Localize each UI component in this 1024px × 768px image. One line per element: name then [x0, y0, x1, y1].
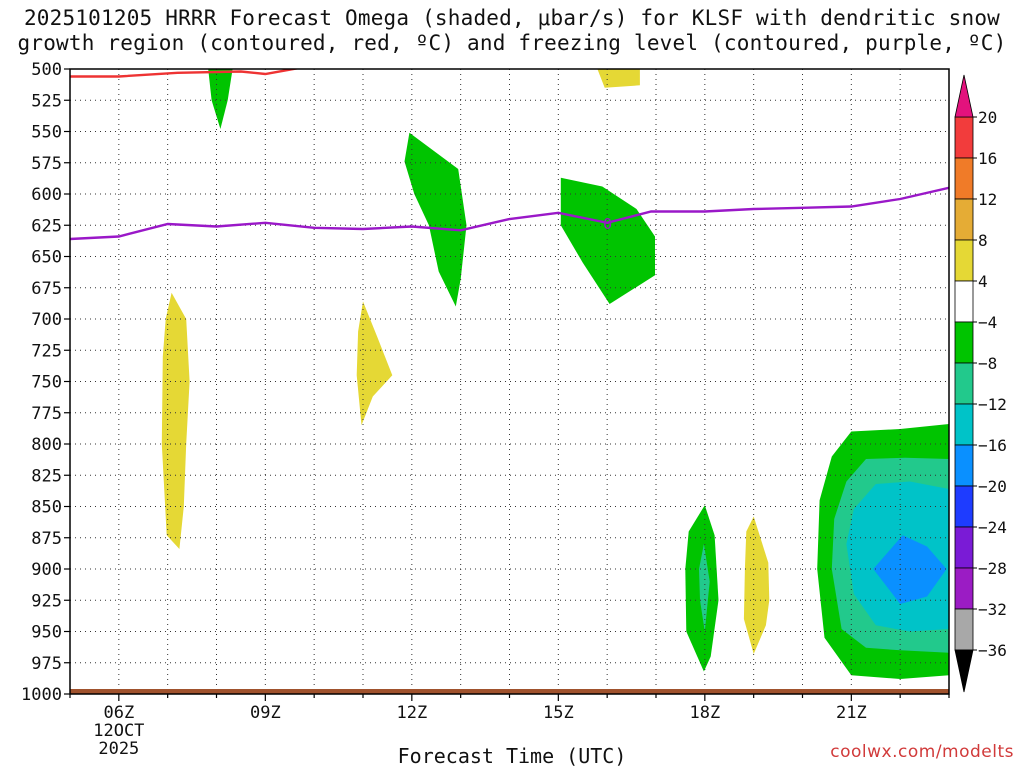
x-date-label-0: 12OCT — [93, 721, 144, 741]
colorbar-label-12: −32 — [978, 600, 1007, 619]
y-tick-label-875: 875 — [31, 529, 62, 549]
y-tick-label-825: 825 — [31, 466, 62, 486]
omega-region-ascent-07z — [161, 292, 190, 549]
colorbar-swatch-12 — [954, 608, 974, 651]
omega-region-descent-15z-17z — [560, 177, 655, 304]
y-tick-label-750: 750 — [31, 373, 62, 393]
x-tick-label-15Z: 15Z — [543, 703, 574, 723]
colorbar-extend-bottom — [954, 649, 974, 693]
y-tick-label-850: 850 — [31, 498, 62, 518]
series-surface-terrain — [70, 689, 949, 694]
colorbar-label-7: −12 — [978, 395, 1007, 414]
omega-region-descent-12z-13z — [404, 132, 467, 307]
colorbar-swatch-7 — [954, 403, 974, 446]
omega-region-descent-500-08z — [208, 69, 233, 129]
y-tick-label-925: 925 — [31, 591, 62, 611]
colorbar-swatch-0 — [954, 116, 974, 159]
colorbar-label-1: 16 — [978, 149, 997, 168]
x-axis-label: Forecast Time (UTC) — [397, 744, 627, 768]
colorbar-swatch-6 — [954, 362, 974, 405]
colorbar-label-4: 4 — [978, 272, 988, 291]
y-tick-label-950: 950 — [31, 623, 62, 643]
chart-title-line1: 2025101205 HRRR Forecast Omega (shaded, … — [23, 6, 1001, 30]
colorbar-swatch-5 — [954, 321, 974, 364]
credit-link[interactable]: coolwx.com/modelts — [830, 742, 1014, 762]
colorbar-label-5: −4 — [978, 313, 997, 332]
y-tick-label-975: 975 — [31, 654, 62, 674]
colorbar-swatch-9 — [954, 485, 974, 528]
y-tick-label-775: 775 — [31, 404, 62, 424]
omega-region-ascent-top-16z — [597, 69, 640, 88]
series-dendritic-snow-growth-boundary — [70, 69, 301, 78]
x-tick-label-12Z: 12Z — [396, 703, 427, 723]
colorbar-label-0: 20 — [978, 108, 997, 127]
x-date-label-1: 2025 — [98, 739, 139, 759]
series-freezing-level — [70, 186, 949, 241]
x-tick-label-18Z: 18Z — [689, 703, 720, 723]
x-tick-label-21Z: 21Z — [836, 703, 867, 723]
colorbar-swatch-11 — [954, 567, 974, 610]
colorbar-swatch-2 — [954, 198, 974, 241]
colorbar-label-11: −28 — [978, 559, 1007, 578]
colorbar-swatch-1 — [954, 157, 974, 200]
colorbar-label-6: −8 — [978, 354, 997, 373]
y-tick-label-550: 550 — [31, 123, 62, 143]
y-tick-label-500: 500 — [31, 60, 62, 80]
plot-frame — [69, 68, 950, 695]
contour-label-freezing-level: 0 — [603, 215, 612, 233]
y-tick-label-900: 900 — [31, 560, 62, 580]
colorbar-label-10: −24 — [978, 518, 1007, 537]
colorbar-swatch-3 — [954, 239, 974, 282]
colorbar-label-3: 8 — [978, 231, 988, 250]
colorbar-label-2: 12 — [978, 190, 997, 209]
colorbar-swatch-4 — [954, 280, 974, 323]
y-tick-label-600: 600 — [31, 185, 62, 205]
y-tick-label-625: 625 — [31, 216, 62, 236]
omega-region-descent-18z-core — [699, 544, 710, 632]
omega-region-ascent-19z — [743, 516, 770, 654]
colorbar-label-9: −20 — [978, 477, 1007, 496]
colorbar-swatch-10 — [954, 526, 974, 569]
chart-title: 2025101205 HRRR Forecast Omega (shaded, … — [0, 6, 1024, 56]
omega-region-descent-21z-core — [873, 535, 947, 604]
y-tick-label-650: 650 — [31, 248, 62, 268]
colorbar-label-8: −16 — [978, 436, 1007, 455]
y-tick-label-1000: 1000 — [21, 685, 62, 705]
colorbar-extend-top — [954, 74, 974, 118]
y-tick-label-525: 525 — [31, 91, 62, 111]
chart-title-line2: growth region (contoured, red, ºC) and f… — [17, 31, 1007, 55]
colorbar-swatch-8 — [954, 444, 974, 487]
colorbar-label-13: −36 — [978, 641, 1007, 660]
y-tick-label-725: 725 — [31, 341, 62, 361]
omega-region-ascent-11z — [356, 301, 393, 426]
y-tick-label-800: 800 — [31, 435, 62, 455]
y-tick-label-575: 575 — [31, 154, 62, 174]
x-tick-label-09Z: 09Z — [250, 703, 281, 723]
x-tick-label-06Z: 06Z — [103, 703, 134, 723]
y-tick-label-700: 700 — [31, 310, 62, 330]
y-tick-label-675: 675 — [31, 279, 62, 299]
